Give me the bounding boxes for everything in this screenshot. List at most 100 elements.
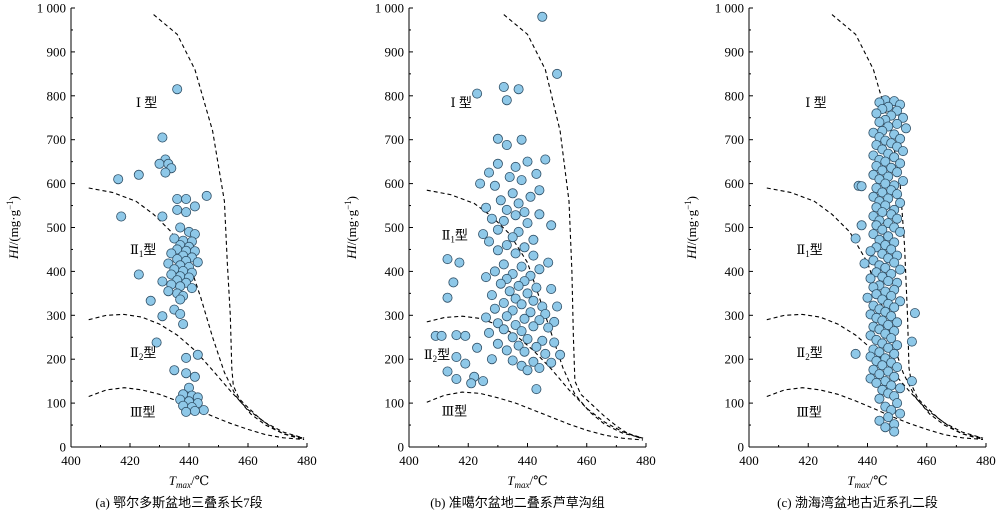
data-point: [175, 294, 186, 305]
data-point: [466, 378, 477, 389]
data-point: [483, 167, 494, 178]
data-point: [172, 193, 183, 204]
kerogen-boundary-line: [426, 315, 644, 439]
data-point: [513, 280, 524, 291]
data-point: [472, 342, 483, 353]
x-tick-label: 480: [636, 453, 656, 468]
y-tick-label: 200: [385, 352, 405, 367]
data-point: [504, 286, 515, 297]
data-point: [483, 327, 494, 338]
data-point: [489, 266, 500, 277]
data-point: [525, 307, 536, 318]
data-point: [181, 352, 192, 363]
data-point: [862, 292, 873, 303]
x-axis-title: Tmax/℃: [169, 473, 209, 490]
data-point: [478, 229, 489, 240]
data-point: [501, 95, 512, 106]
data-point: [892, 213, 903, 224]
data-point: [507, 355, 518, 366]
data-point: [507, 232, 518, 243]
kerogen-boundary-line: [831, 14, 984, 440]
data-point: [850, 348, 861, 359]
data-point: [874, 347, 885, 358]
data-point: [198, 405, 209, 416]
data-point: [501, 204, 512, 215]
data-point: [906, 376, 917, 387]
data-point: [133, 269, 144, 280]
data-point: [519, 346, 530, 357]
x-tick-label: 400: [739, 453, 759, 468]
data-point: [531, 384, 542, 395]
y-tick-label: 300: [725, 308, 745, 323]
data-point: [892, 340, 903, 351]
data-point: [525, 191, 536, 202]
data-point: [501, 311, 512, 322]
data-point: [486, 290, 497, 301]
data-point: [880, 156, 891, 167]
kerogen-type-label: Ⅲ型: [442, 403, 468, 418]
data-point: [133, 169, 144, 180]
data-point: [480, 312, 491, 323]
data-point: [874, 415, 885, 426]
data-point: [531, 168, 542, 179]
kerogen-boundary-line: [766, 313, 984, 439]
data-point: [451, 330, 462, 341]
y-tick-label: 600: [385, 176, 405, 191]
data-point: [883, 342, 894, 353]
data-point: [510, 161, 521, 172]
data-point: [546, 283, 557, 294]
data-point: [540, 308, 551, 319]
y-axis-title: HI/(mg·g−1): [5, 196, 21, 260]
data-point: [534, 362, 545, 373]
data-point: [522, 218, 533, 229]
y-tick-label: 100: [47, 396, 67, 411]
data-point: [889, 302, 900, 313]
data-point: [163, 258, 174, 269]
y-tick-label: 1 000: [37, 1, 66, 16]
y-tick-label: 600: [47, 176, 67, 191]
data-point: [178, 319, 189, 330]
data-point: [543, 257, 554, 268]
x-tick-label: 440: [858, 453, 878, 468]
x-tick-label: 460: [577, 453, 597, 468]
y-tick-label: 0: [398, 440, 405, 455]
data-point: [442, 366, 453, 377]
data-point: [883, 319, 894, 330]
kerogen-type-label: Ⅱ2型: [130, 345, 156, 362]
x-tick-label: 480: [976, 453, 996, 468]
data-point: [516, 175, 527, 186]
data-point: [534, 264, 545, 275]
data-point: [498, 324, 509, 335]
data-point: [116, 211, 127, 222]
data-point: [537, 335, 548, 346]
data-point: [552, 68, 563, 79]
data-point: [163, 286, 174, 297]
data-point: [495, 278, 506, 289]
data-point: [528, 234, 539, 245]
kerogen-boundary-line: [766, 387, 984, 441]
data-point: [856, 220, 867, 231]
y-tick-label: 100: [725, 396, 745, 411]
data-point: [886, 311, 897, 322]
data-point: [546, 220, 557, 231]
y-tick-label: 500: [725, 220, 745, 235]
x-tick-label: 480: [297, 453, 317, 468]
data-point: [492, 318, 503, 329]
kerogen-type-label: Ⅱ1型: [130, 242, 156, 259]
data-point: [157, 311, 168, 322]
data-point: [859, 258, 870, 269]
data-point: [472, 88, 483, 99]
y-tick-label: 400: [725, 264, 745, 279]
data-point: [189, 371, 200, 382]
data-point: [856, 181, 867, 192]
data-point: [507, 188, 518, 199]
data-point: [516, 326, 527, 337]
data-point: [906, 336, 917, 347]
panel-caption: (c) 渤海湾盆地古近系孔二段: [777, 495, 938, 510]
data-point: [513, 340, 524, 351]
data-point: [513, 84, 524, 95]
data-point: [850, 233, 861, 244]
data-point: [501, 345, 512, 356]
data-point: [483, 236, 494, 247]
